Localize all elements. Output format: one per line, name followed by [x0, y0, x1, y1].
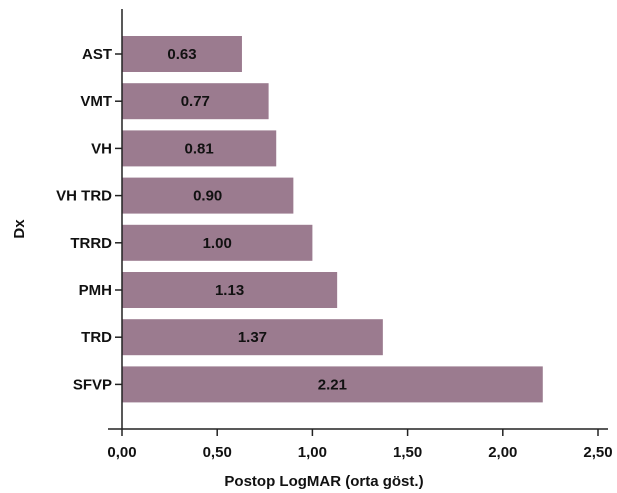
value-label: 1.13 — [215, 282, 244, 299]
category-label: SFVP — [73, 376, 112, 393]
bar-ast — [122, 36, 242, 72]
labels-layer: AST 0.63 VMT 0.77 VH 0.81 VH TRD 0.90 TRRD 1.00 PM… — [56, 46, 612, 461]
x-tick-label: 0,50 — [203, 444, 232, 461]
value-label: 0.90 — [193, 188, 222, 205]
category-label: AST — [82, 46, 112, 63]
category-label: PMH — [79, 282, 112, 299]
axes-layer — [108, 9, 608, 430]
x-tick-label: 0,00 — [107, 444, 136, 461]
category-label: TRD — [81, 329, 112, 346]
bar-trd — [122, 319, 383, 356]
category-label: VH TRD — [56, 188, 112, 205]
x-tick-label: 1,00 — [298, 444, 327, 461]
x-tick-label: 2,00 — [488, 444, 517, 461]
value-label: 0.63 — [167, 46, 196, 63]
value-label: 1.00 — [203, 235, 232, 252]
x-tick-label: 2,50 — [583, 444, 612, 461]
value-label: 0.77 — [181, 93, 210, 110]
bar-sfvp — [122, 366, 543, 403]
category-label: VH — [91, 140, 112, 157]
category-label: VMT — [80, 93, 112, 110]
x-axis-title: Postop LogMAR (orta göst.) — [224, 473, 423, 490]
category-label: TRRD — [70, 235, 112, 252]
bar-vh-trd — [122, 177, 294, 214]
bar-trrd — [122, 224, 313, 261]
value-label: 0.81 — [185, 140, 214, 157]
value-label: 2.21 — [318, 376, 347, 393]
bar-vmt — [122, 83, 269, 120]
value-label: 1.37 — [238, 329, 267, 346]
y-axis-title: Dx — [11, 219, 28, 239]
bar-pmh — [122, 272, 338, 308]
bar-vh — [122, 130, 277, 167]
x-tick-label: 1,50 — [393, 444, 422, 461]
bars-layer — [122, 36, 543, 403]
